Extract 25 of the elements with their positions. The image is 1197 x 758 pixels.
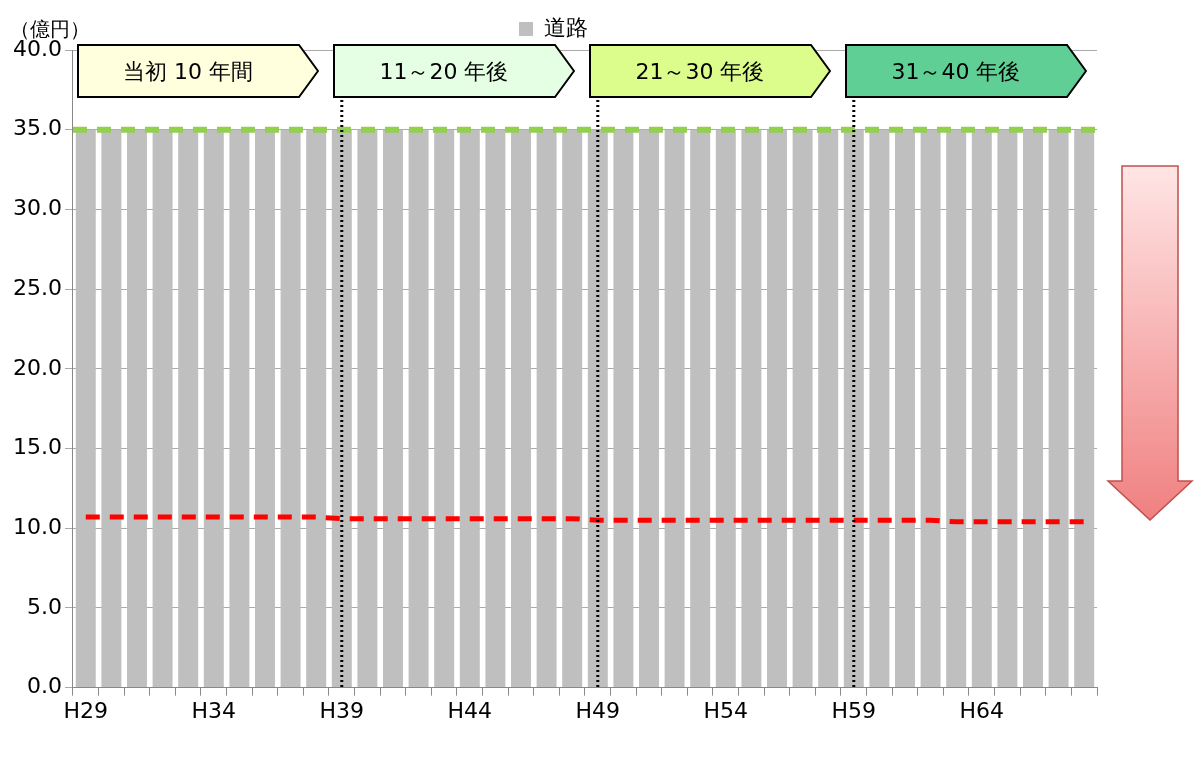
x-tick-label: H59 [831,697,877,723]
chevron-banner: 21～30 年後 [589,44,831,98]
y-tick-label: 5.0 [26,593,62,619]
annotation: 当初 10 年間 [122,59,253,84]
y-tick-label: 35.0 [13,115,62,141]
chevron-banner: 31～40 年後 [845,44,1087,98]
y-tick-label: 0.0 [26,673,62,699]
legend-label: 道路 [544,14,588,40]
annotation: 11～20 年後 [379,59,509,84]
annotation: 21～30 年後 [635,59,765,84]
x-tick-label: H29 [63,697,109,723]
chevron-banner: 当初 10 年間 [77,44,319,98]
y-tick-label: 20.0 [13,354,62,380]
x-tick-label: H49 [575,697,621,723]
y-tick-label: 15.0 [13,434,62,460]
x-tick-label: H39 [319,697,365,723]
x-tick-label: H54 [703,697,749,723]
annotation: 31～40 年後 [891,59,1021,84]
x-tick-label: H34 [191,697,237,723]
y-tick-label: 10.0 [13,513,62,539]
x-tick-label: H64 [959,697,1005,723]
x-tick-label: H44 [447,697,493,723]
chevron-banner: 11～20 年後 [333,44,575,98]
y-tick-label: 25.0 [13,274,62,300]
y-tick-label: 30.0 [13,195,62,221]
